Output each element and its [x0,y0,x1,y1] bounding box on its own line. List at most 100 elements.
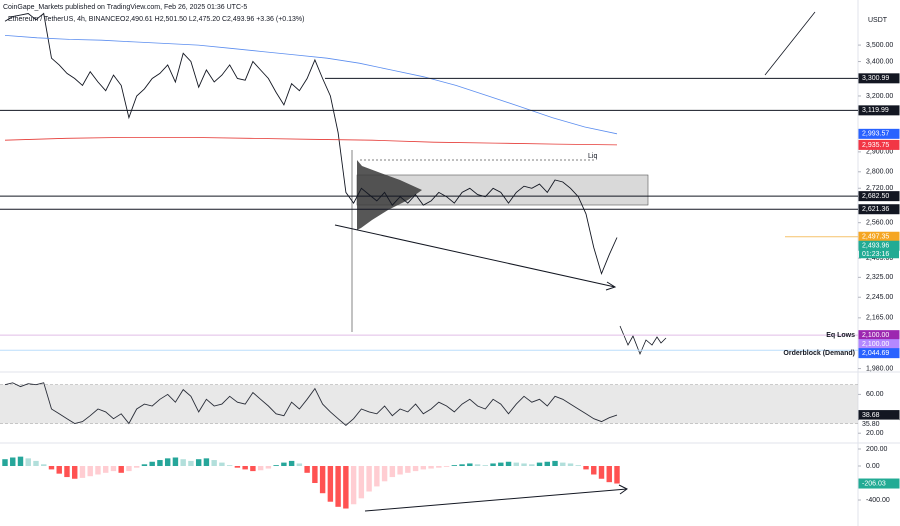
trend-line [364,488,628,512]
histogram-bar [614,466,620,484]
price-tag [858,105,900,116]
y-tick-label: 2,800.00 [866,169,893,176]
histogram-bar [428,466,434,469]
histogram-bar [211,460,217,467]
histogram-bar [180,459,186,467]
y-tick-label: 2,720.00 [866,185,893,192]
y-tick-label: 20.00 [866,430,884,437]
histogram-bar [296,463,303,467]
histogram-bar [110,466,117,472]
histogram-bar [195,459,202,467]
histogram-bar [188,460,194,467]
histogram-bar [482,465,489,467]
histogram-bar [343,466,349,509]
histogram-bar [234,466,241,468]
price-tag [858,348,900,359]
liq-label: Liq [588,153,597,160]
histogram-bar [420,466,427,470]
histogram-bar [583,466,589,470]
histogram-bar [381,466,388,482]
trend-line [334,224,616,288]
histogram-bar [118,466,124,473]
price-tag-label: 35.80 [862,421,880,428]
histogram-bar [397,466,403,475]
histogram-bar [133,466,140,468]
y-tick-label: 2,245.00 [866,294,893,301]
histogram-bar [474,464,481,467]
histogram-bar [102,466,109,473]
price-tag-label: 2,993.57 [862,131,889,138]
level-text: Eq Lows [826,332,855,339]
histogram-bar [226,465,233,467]
histogram-bar [242,466,248,470]
histogram-bar [529,464,535,467]
histogram-bar [335,466,341,507]
price-tag-label: 2,493.96 [862,243,889,250]
price-line [4,12,618,276]
y-tick-label: 1,980.00 [866,365,893,372]
histogram-bar [544,461,550,467]
histogram-bar [79,466,86,478]
histogram-bar [513,462,520,467]
histogram-bar [389,466,396,478]
histogram-bar [281,462,287,467]
histogram-bar [33,460,39,467]
arrow-head [605,281,617,291]
histogram-bar [498,462,504,467]
histogram-bar [288,460,295,467]
histogram-bar [10,457,16,467]
volume-profile [357,160,422,230]
histogram-bar [459,464,465,467]
price-tag-label: -206.03 [862,480,886,487]
histogram-bar [157,460,163,467]
y-tick-label: 0.00 [866,463,880,470]
y-tick-label: 2,405.00 [866,255,893,262]
histogram-bar [451,465,458,467]
moving-average [4,35,618,135]
trend-line [764,11,816,76]
price-tag-label: 2,682.50 [862,193,889,200]
price-tag-label: 2,100.00 [862,341,889,348]
histogram-bar [219,462,225,467]
y-tick-label: 2,900.00 [866,149,893,156]
price-tag-label: 2,044.69 [862,350,889,357]
price-tag [858,128,900,139]
price-tag-label: 2,497.35 [862,234,889,241]
symbol: Ethereum / TetherUS, 4h, BINANCE [8,16,120,23]
price-line [4,382,618,426]
histogram-bar [412,466,419,472]
price-tag-label: 2,621.36 [862,206,889,213]
price-tag [858,73,900,84]
histogram-bar [350,466,357,505]
histogram-bar [17,456,24,467]
price-tag [858,139,900,150]
arrow-head [618,484,628,495]
histogram-bar [319,466,326,494]
y-tick-label: 3,200.00 [866,93,893,100]
histogram-bar [273,465,279,467]
histogram-bar [72,466,78,479]
histogram-bar [575,465,581,467]
histogram-bar [374,466,380,487]
histogram-bar [48,466,55,470]
histogram-bar [164,458,171,467]
y-tick-label: 3,500.00 [866,42,893,49]
histogram-bar [505,461,512,467]
histogram-bar [64,466,70,478]
histogram-bar [552,460,558,467]
price-tag-label: 3,119.99 [862,107,889,114]
histogram-bar [405,466,411,473]
y-tick-label: 2,560.00 [866,220,893,227]
histogram-bar [41,464,47,467]
rsi-band [0,384,858,424]
publisher: CoinGape_Markets published on TradingVie… [3,4,247,11]
currency: USDT [868,17,888,24]
y-tick-label: 200.00 [866,446,888,453]
histogram-bar [141,464,148,467]
histogram-bar [304,466,310,473]
histogram-bar [172,457,179,467]
y-tick-label: 3,400.00 [866,58,893,65]
histogram-bar [490,463,496,467]
moving-average [4,136,618,146]
